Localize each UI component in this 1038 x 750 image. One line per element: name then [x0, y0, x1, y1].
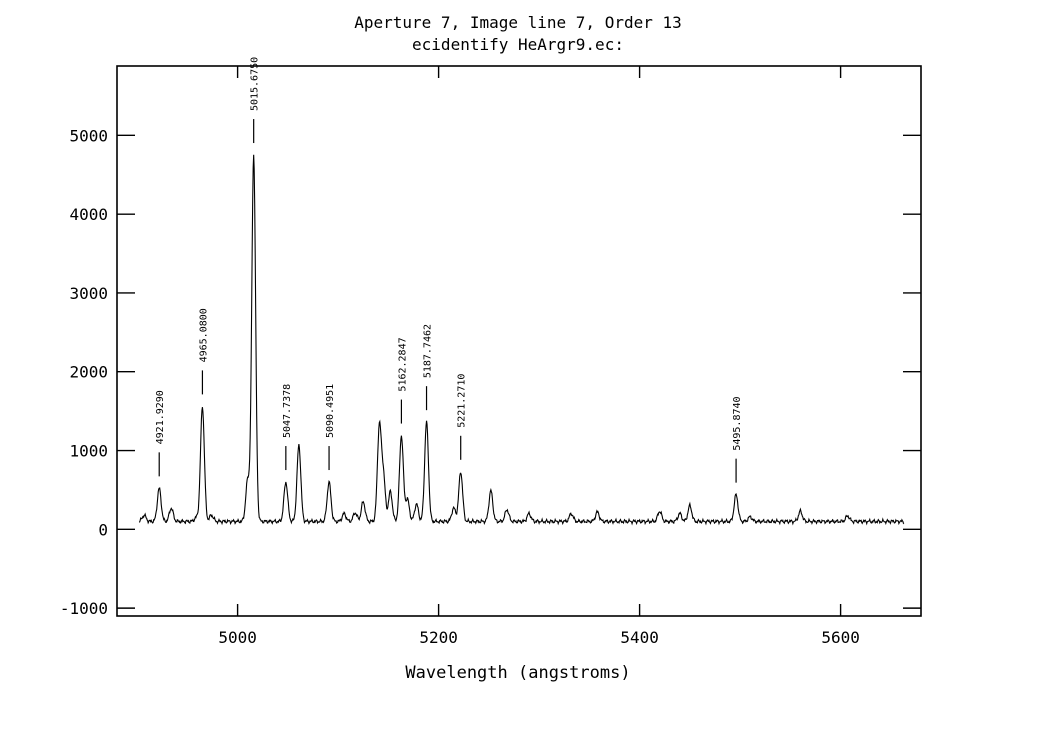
line-marker-label: 5047.7378 [282, 384, 293, 438]
y-axis-ticks: -1000 0 1000 2000 3000 4000 5000 [60, 126, 921, 618]
plot-frame [116, 65, 922, 617]
chart-title: Aperture 7, Image line 7, Order 13 [354, 13, 682, 32]
line-marker-label: 5221.2710 [457, 374, 468, 428]
x-tick-label: 5200 [419, 628, 458, 647]
line-marker-label: 5187.7462 [423, 324, 434, 378]
y-tick-label: 1000 [69, 442, 108, 461]
line-marker-label: 5495.8740 [732, 396, 743, 450]
x-tick-label: 5400 [620, 628, 659, 647]
y-tick-label: -1000 [60, 599, 108, 618]
chart-subtitle: ecidentify HeArgr9.ec: [412, 35, 624, 54]
y-tick-label: 3000 [69, 284, 108, 303]
identified-line-markers: 4921.9290 4965.0800 5015.6750 5047.7378 5090… [155, 57, 743, 483]
y-tick-label: 5000 [69, 126, 108, 145]
y-tick-label: 0 [98, 520, 108, 539]
x-axis-label: Wavelength (angstroms) [405, 663, 630, 683]
line-marker-label: 5090.4951 [325, 384, 336, 438]
x-tick-label: 5000 [218, 628, 257, 647]
spectrum-line [139, 154, 905, 526]
line-marker-label: 4921.9290 [155, 390, 166, 444]
line-marker-label: 4965.0800 [198, 308, 209, 362]
x-axis-ticks: 5000 5200 5400 5600 [218, 66, 860, 647]
line-marker-label: 5015.6750 [250, 57, 261, 111]
y-tick-label: 4000 [69, 205, 108, 224]
y-tick-label: 2000 [69, 363, 108, 382]
x-tick-label: 5600 [821, 628, 860, 647]
line-marker-label: 5162.2847 [397, 337, 408, 391]
